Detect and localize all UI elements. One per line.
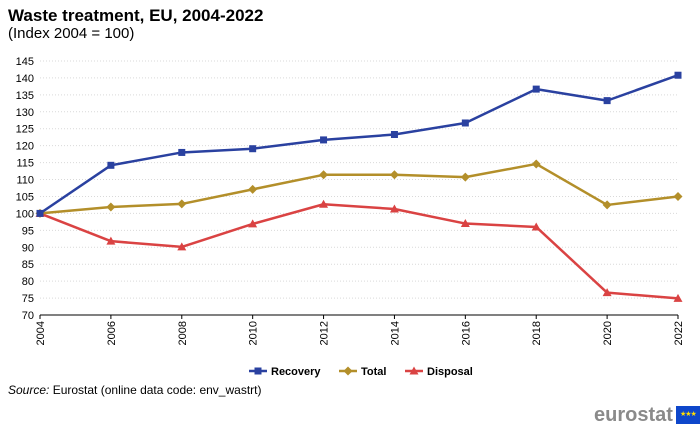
series-line-total <box>39 162 679 215</box>
data-point-square <box>320 136 328 144</box>
x-tick-label: 2014 <box>389 321 401 345</box>
source-label: Source: <box>8 383 50 397</box>
y-tick-label: 110 <box>16 175 34 187</box>
data-point-square <box>390 130 398 138</box>
data-point-diamond <box>673 191 683 201</box>
x-tick-label: 2004 <box>35 321 47 345</box>
x-tick-label: 2006 <box>106 321 118 345</box>
legend-label: Total <box>361 366 386 378</box>
source-note: Source: Eurostat (online data code: env_… <box>8 383 261 397</box>
data-point-diamond <box>531 159 541 169</box>
chart-subtitle: (Index 2004 = 100) <box>8 25 135 42</box>
data-point-triangle <box>248 219 258 228</box>
data-point-diamond <box>460 172 470 182</box>
series-line-recovery <box>39 74 679 215</box>
y-tick-label: 140 <box>16 73 34 85</box>
data-point-diamond <box>248 184 258 194</box>
y-tick-label: 90 <box>22 242 34 254</box>
y-tick-label: 145 <box>16 56 34 68</box>
x-tick-label: 2016 <box>460 321 472 345</box>
y-tick-label: 95 <box>22 225 34 237</box>
x-tick-label: 2018 <box>531 321 543 345</box>
data-point-triangle <box>531 222 541 231</box>
series-line-disposal <box>39 203 679 300</box>
data-point-triangle <box>460 219 470 228</box>
data-point-diamond <box>602 200 612 210</box>
data-point-triangle <box>106 236 116 245</box>
data-point-triangle <box>409 366 419 375</box>
eurostat-logo: eurostat ★★★ <box>594 404 700 426</box>
data-point-diamond <box>343 366 353 376</box>
y-tick-label: 70 <box>22 310 34 322</box>
data-point-diamond <box>319 170 329 180</box>
data-point-square <box>532 85 540 93</box>
x-tick-label: 2012 <box>319 321 331 345</box>
data-point-square <box>107 161 115 169</box>
logo-wordmark: eurostat <box>594 403 673 426</box>
legend-label: Recovery <box>271 366 321 378</box>
legend-label: Disposal <box>427 366 473 378</box>
data-point-square <box>603 97 611 105</box>
data-point-triangle <box>602 288 612 297</box>
data-point-diamond <box>389 170 399 180</box>
x-tick-label: 2022 <box>673 321 685 345</box>
x-tick-label: 2010 <box>248 321 260 345</box>
y-tick-label: 115 <box>16 158 34 170</box>
data-point-square <box>254 367 262 375</box>
y-tick-label: 85 <box>22 259 34 271</box>
x-tick-label: 2020 <box>602 321 614 345</box>
y-tick-label: 105 <box>16 191 34 203</box>
y-tick-label: 135 <box>16 90 34 102</box>
chart-title: Waste treatment, EU, 2004-2022 <box>8 6 264 25</box>
x-tick-label: 2008 <box>177 321 189 345</box>
data-point-triangle <box>319 199 329 208</box>
data-point-square <box>674 71 682 79</box>
data-point-square <box>36 209 44 217</box>
data-point-square <box>461 119 469 127</box>
y-tick-label: 120 <box>16 141 34 153</box>
y-tick-label: 80 <box>22 276 34 288</box>
y-tick-label: 100 <box>16 208 34 220</box>
source-text: Eurostat (online data code: env_wastrt) <box>52 383 262 397</box>
data-point-triangle <box>177 242 187 251</box>
y-tick-label: 130 <box>16 107 34 119</box>
eu-flag-icon: ★★★ <box>675 406 700 424</box>
data-point-diamond <box>106 202 116 212</box>
data-point-triangle <box>673 293 683 302</box>
y-tick-label: 75 <box>22 293 34 305</box>
data-point-diamond <box>177 199 187 209</box>
data-point-triangle <box>389 204 399 213</box>
data-point-square <box>178 148 186 156</box>
y-tick-label: 125 <box>16 124 34 136</box>
data-point-square <box>249 145 257 153</box>
